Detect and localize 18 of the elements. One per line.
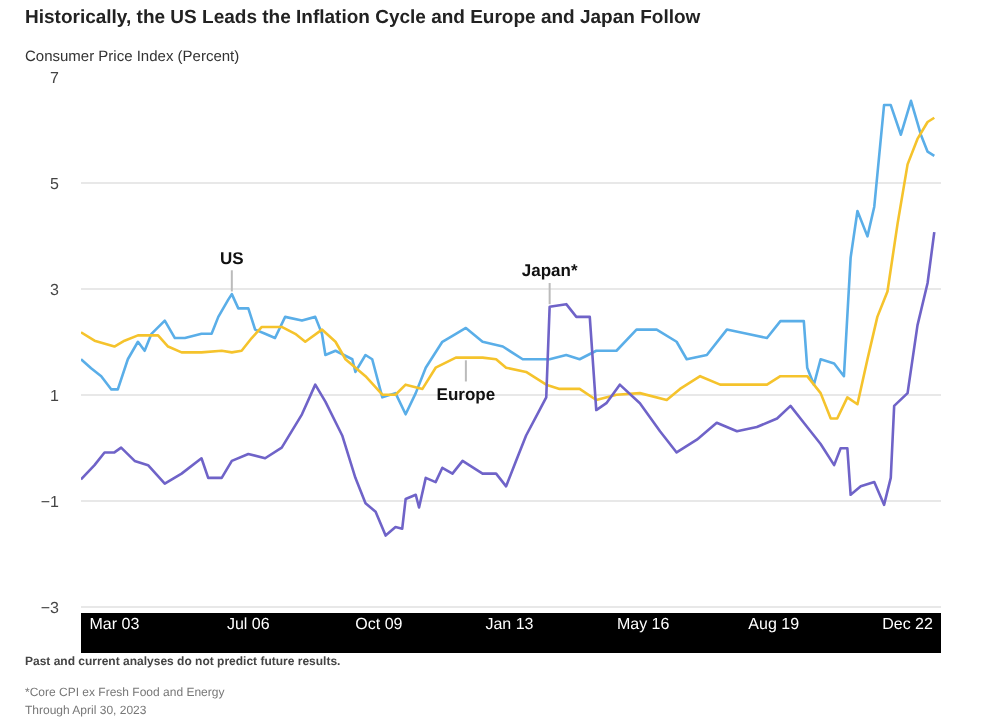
x-tick-label: Jan 13 [485, 615, 535, 633]
y-tick-label: 3 [50, 280, 61, 299]
annotation: US [220, 247, 245, 268]
y-tick-label: 1 [50, 386, 61, 405]
chart-title: Historically, the US Leads the Inflation Cycle and Europe and Japan Follow [25, 7, 702, 29]
x-tick-label: Dec 22 [882, 615, 935, 633]
x-tick-label: Aug 19 [748, 615, 801, 633]
line-series [81, 230, 936, 537]
x-tick-label: Jul 06 [226, 615, 271, 633]
x-tick-label: May 16 [616, 615, 671, 633]
annotation: Europe [436, 384, 496, 405]
y-tick-label: −3 [40, 598, 61, 617]
annotation: Japan* [521, 260, 579, 281]
x-tick-label: Oct 09 [355, 615, 404, 633]
y-tick-label: −1 [40, 492, 61, 511]
y-tick-label: 5 [50, 174, 61, 193]
x-tick-label: Mar 03 [89, 615, 141, 633]
y-tick-label: 7 [50, 69, 61, 87]
